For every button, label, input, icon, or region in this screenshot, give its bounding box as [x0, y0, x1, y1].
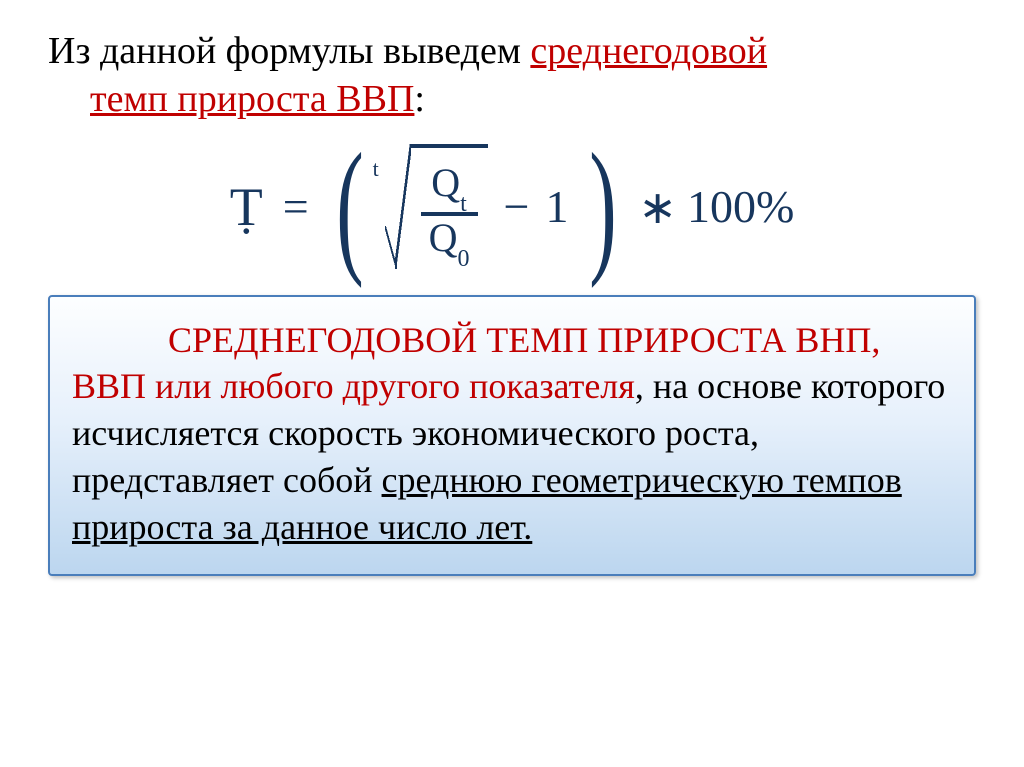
paren-left: (: [336, 143, 363, 271]
paren-right: ): [590, 143, 617, 271]
num-base: Q: [431, 160, 460, 205]
fraction-num: Qt: [423, 161, 475, 212]
mult: ∗: [638, 180, 677, 234]
intro-colon: :: [414, 78, 425, 120]
intro-text: Из данной формулы выведем среднегодовой …: [48, 28, 976, 123]
slide: Из данной формулы выведем среднегодовой …: [0, 0, 1024, 767]
minus: −: [504, 180, 530, 233]
hundred: 100%: [687, 180, 794, 233]
root: t Qt Q0: [385, 144, 488, 269]
fraction-den: Q0: [421, 216, 478, 267]
formula-container: Ṭ = ( t Qt Q0: [48, 143, 976, 271]
den-sub: 0: [458, 246, 470, 272]
intro-highlight-2: темп прироста ВВП: [90, 78, 414, 120]
definition-box: СРЕДНЕГОДОВОЙ ТЕМП ПРИРОСТА ВНП, ВВП или…: [48, 295, 976, 577]
root-index: t: [373, 156, 379, 182]
formula-equals: =: [277, 180, 315, 233]
formula-lhs: Ṭ: [230, 176, 267, 238]
formula: Ṭ = ( t Qt Q0: [230, 143, 795, 271]
intro-plain: Из данной формулы выведем: [48, 30, 530, 72]
intro-highlight-1: среднегодовой: [530, 30, 767, 72]
one: 1: [545, 180, 568, 233]
fraction: Qt Q0: [421, 161, 478, 267]
box-lead-line1: СРЕДНЕГОДОВОЙ ТЕМП ПРИРОСТА: [168, 320, 786, 360]
den-base: Q: [429, 215, 458, 260]
formula-inner: t Qt Q0 − 1: [385, 144, 569, 269]
radicand: Qt Q0: [411, 144, 488, 269]
num-sub: t: [460, 191, 467, 217]
